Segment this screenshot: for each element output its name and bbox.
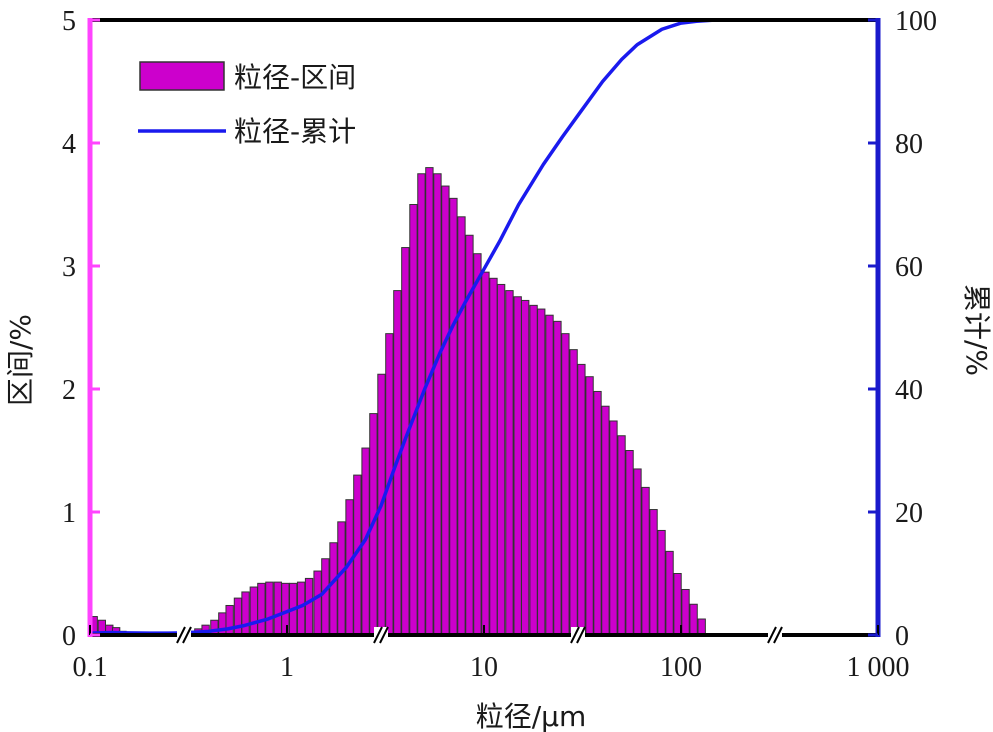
axis-break-slash [379,626,389,644]
histogram-bar [433,173,442,636]
histogram-bar [473,253,482,636]
histogram-bar [233,597,243,636]
right-tick-label: 80 [895,129,923,160]
histogram-bar [329,542,338,636]
left-tick-label: 0 [62,621,76,652]
histogram-bar [657,529,666,636]
histogram-bar [593,390,602,636]
axis-break-slash [373,626,383,644]
axis-break-gap [767,627,782,643]
histogram-bar [585,376,594,636]
right-tick-label: 0 [895,621,909,652]
histogram-bar [617,435,626,636]
axis-break-slash [182,626,192,644]
histogram-bar [218,612,227,636]
histogram-bar [304,577,314,636]
axis-break-slash [767,626,777,644]
histogram-bar [265,581,274,636]
histogram-bar [337,521,346,636]
right-tick-label: 60 [895,252,923,283]
histogram-bar [697,618,706,636]
histogram-bar [425,167,434,636]
histogram-bar [553,320,562,636]
right-axis-ticks: 0 20 40 60 80 100 [868,6,937,652]
axis-break-gap [570,627,585,643]
histogram-bar [449,197,458,636]
right-tick-label: 40 [895,375,923,406]
histogram-bar [210,619,219,636]
histogram-bar [681,588,690,636]
cumulative-line [89,18,878,635]
histogram-bar [649,509,658,636]
left-axis-ticks: 0 1 2 3 4 5 [62,6,100,652]
legend: 粒径-区间 粒径-累计 [138,61,356,148]
histogram-bar [633,468,642,636]
left-tick-label: 1 [62,498,76,529]
histogram-bar [249,586,258,636]
x-axis-title: 粒径/μm [476,700,587,732]
axis-break-slash [570,626,580,644]
right-axis-title: 累计/% [960,284,993,376]
histogram-bar [561,333,570,636]
histogram-bar [489,277,498,636]
legend-bar-swatch [139,61,225,91]
left-axis-title: 区间/% [4,314,37,406]
histogram-bar [457,216,466,636]
legend-bar-label: 粒径-区间 [234,61,356,94]
right-tick-label: 100 [895,6,937,37]
histogram-bar [569,349,578,636]
left-tick-label: 2 [62,375,76,406]
histogram-bar [609,420,618,636]
histogram-bar [505,290,514,636]
axis-break-gap [176,627,191,643]
legend-line-label: 粒径-累计 [234,115,356,148]
x-tick-label: 1 000 [847,652,910,683]
histogram-bar [321,558,330,636]
histogram-bar [689,603,698,636]
histogram-bar [625,450,634,636]
histogram-bar [601,405,610,636]
right-tick-label: 20 [895,498,923,529]
left-tick-label: 4 [62,129,76,160]
axis-break-slash [176,626,186,644]
histogram-bar [545,314,554,636]
histogram-bar [441,185,450,636]
x-tick-label: 0.1 [73,652,108,683]
histogram-bar [496,283,506,636]
x-axis-ticks: 0.1 1 10 100 1 000 [73,625,910,683]
x-tick-label: 1 [280,652,294,683]
left-tick-label: 5 [62,6,76,37]
histogram-bar [665,550,674,636]
histogram-bar [577,363,586,636]
histogram-bar [313,570,322,636]
histogram-bar [537,308,546,636]
histogram-bar [273,581,282,636]
histogram-bar [241,591,250,636]
axis-break-slash [576,626,586,644]
histogram-bar [481,271,490,636]
left-tick-label: 3 [62,252,76,283]
x-tick-label: 10 [470,652,498,683]
axis-break-gap [373,627,388,643]
histogram-bar [257,582,266,636]
histogram-bar [521,299,530,636]
x-tick-label: 100 [660,652,702,683]
histogram-bar [641,486,650,636]
histogram-bar [513,296,522,636]
axis-break-slash [773,626,783,644]
histogram-bar [529,304,538,636]
axis-break-marks [176,626,783,644]
